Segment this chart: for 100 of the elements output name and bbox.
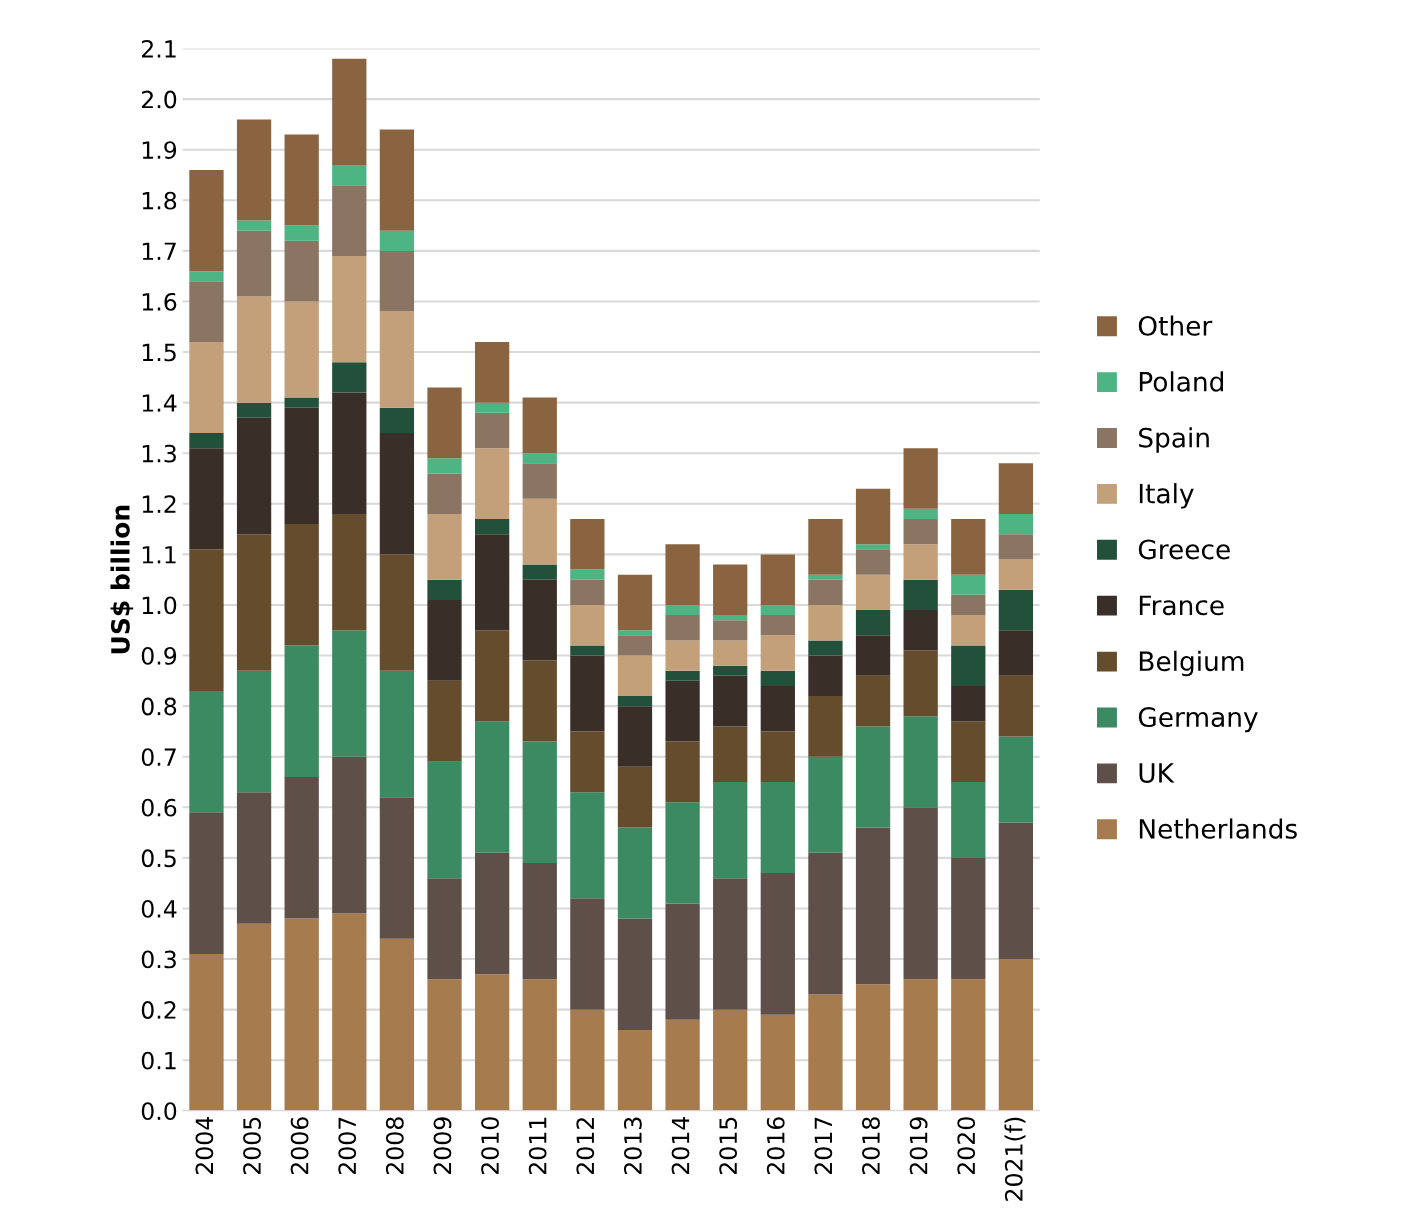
bar bbox=[236, 670, 272, 793]
legend-label: Netherlands bbox=[1139, 818, 1297, 839]
bar bbox=[998, 675, 1034, 737]
bar bbox=[522, 979, 557, 1111]
x-tick-label: 2004 bbox=[195, 1117, 214, 1175]
bar bbox=[855, 726, 891, 828]
bar bbox=[855, 544, 891, 550]
y-tick-label: 2.1 bbox=[141, 40, 176, 58]
bar bbox=[427, 680, 462, 762]
bar bbox=[189, 341, 224, 433]
bar bbox=[522, 453, 557, 464]
bar bbox=[427, 387, 462, 459]
bar bbox=[808, 574, 843, 580]
y-tick-label: 0.9 bbox=[141, 647, 177, 665]
bar bbox=[189, 954, 224, 1111]
bar bbox=[665, 1019, 700, 1111]
y-tick-label: 1.7 bbox=[142, 242, 176, 260]
bar bbox=[617, 630, 653, 636]
bar bbox=[284, 524, 319, 646]
legend-label: UK bbox=[1139, 763, 1175, 783]
bar bbox=[903, 508, 938, 519]
bar bbox=[522, 862, 557, 980]
bar bbox=[189, 812, 224, 954]
y-tick-label: 1.4 bbox=[142, 394, 177, 412]
legend-label: Poland bbox=[1139, 371, 1223, 392]
bar bbox=[379, 554, 415, 671]
bar bbox=[760, 873, 795, 1015]
bar bbox=[427, 473, 462, 514]
bar bbox=[379, 250, 415, 312]
bar bbox=[284, 407, 319, 525]
y-axis-title: US$ billion bbox=[110, 505, 134, 654]
bar bbox=[903, 448, 938, 509]
bar bbox=[903, 579, 938, 611]
bar bbox=[713, 615, 748, 621]
bar bbox=[665, 544, 700, 605]
bar bbox=[617, 574, 653, 631]
bar bbox=[379, 407, 415, 433]
bar bbox=[284, 918, 319, 1111]
bar bbox=[379, 230, 415, 251]
bar bbox=[808, 994, 843, 1111]
legend-label: Other bbox=[1138, 315, 1213, 336]
x-tick-label: 2013 bbox=[623, 1117, 642, 1175]
y-tick-label: 1.0 bbox=[142, 596, 177, 615]
bar bbox=[332, 392, 367, 514]
bar bbox=[427, 579, 462, 600]
bar bbox=[475, 852, 510, 975]
y-tick-label: 0.7 bbox=[141, 748, 176, 767]
y-tick-label: 0.4 bbox=[141, 899, 177, 918]
x-tick-label: 2006 bbox=[290, 1117, 309, 1175]
bar bbox=[951, 857, 986, 980]
bar bbox=[713, 878, 748, 1010]
y-tick-label: 0.8 bbox=[141, 697, 177, 716]
bar bbox=[570, 569, 605, 580]
bar bbox=[998, 463, 1034, 514]
bar bbox=[903, 716, 938, 808]
bar bbox=[379, 432, 415, 555]
bar bbox=[189, 432, 224, 449]
bar bbox=[665, 604, 700, 616]
bar bbox=[760, 554, 795, 605]
bar bbox=[808, 655, 843, 697]
bar bbox=[522, 579, 557, 661]
bar bbox=[570, 792, 605, 899]
bar bbox=[617, 827, 653, 919]
y-tick-label: 1.8 bbox=[142, 191, 177, 210]
bar bbox=[855, 984, 891, 1111]
bar bbox=[903, 610, 938, 651]
bar bbox=[379, 311, 415, 408]
bar bbox=[903, 979, 938, 1111]
bar bbox=[760, 782, 795, 874]
bar bbox=[570, 579, 605, 605]
bar bbox=[998, 534, 1034, 560]
bar bbox=[236, 792, 272, 924]
y-tick-label: 0.0 bbox=[141, 1102, 177, 1121]
bar bbox=[951, 518, 986, 575]
y-tick-label: 1.3 bbox=[142, 444, 176, 463]
x-tick-label: 2007 bbox=[338, 1117, 357, 1175]
y-tick-label: 1.6 bbox=[142, 292, 177, 311]
bar bbox=[665, 615, 700, 641]
bar bbox=[284, 225, 319, 241]
bar bbox=[855, 574, 891, 611]
bar bbox=[808, 696, 843, 757]
bar bbox=[332, 513, 367, 631]
bar bbox=[665, 670, 700, 681]
bar bbox=[522, 397, 557, 454]
bar bbox=[951, 574, 986, 595]
bar bbox=[951, 615, 986, 646]
bar bbox=[427, 878, 462, 980]
x-tick-label: 2008 bbox=[385, 1117, 404, 1175]
bar bbox=[427, 458, 462, 474]
bar bbox=[284, 645, 319, 777]
x-tick-label: 2011 bbox=[528, 1117, 547, 1175]
bar bbox=[665, 680, 700, 742]
bar bbox=[760, 685, 795, 732]
bar bbox=[951, 685, 986, 722]
bar bbox=[475, 402, 510, 413]
bar bbox=[808, 640, 843, 656]
bar bbox=[475, 412, 510, 449]
bar bbox=[760, 604, 795, 616]
bar bbox=[617, 918, 653, 1030]
bar bbox=[522, 660, 557, 742]
